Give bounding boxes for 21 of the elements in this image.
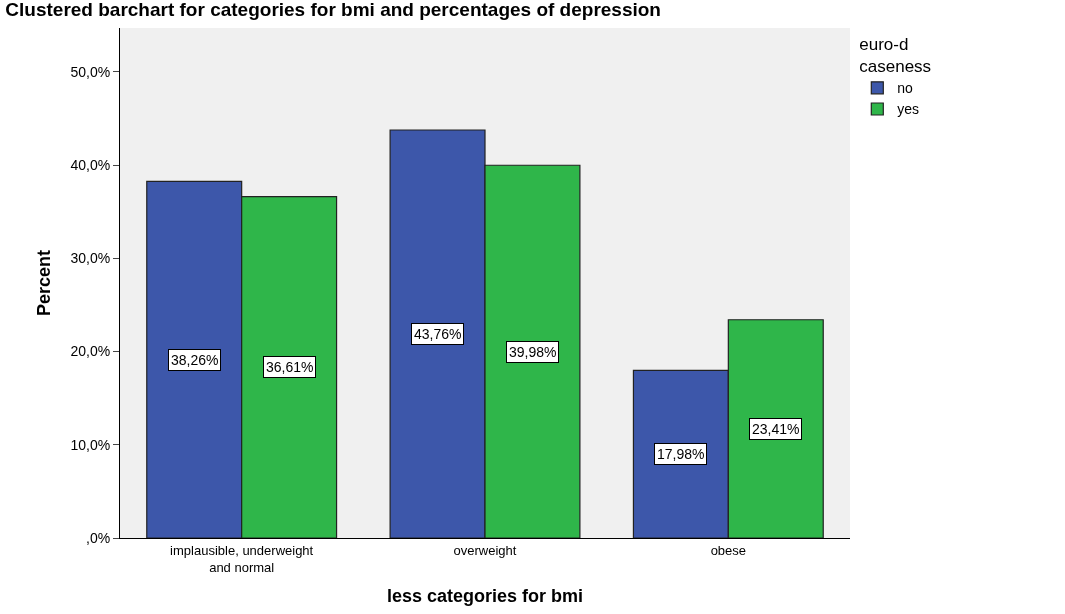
x-tick-label: implausible, underweight and normal — [170, 542, 314, 575]
x-tick-label: obese — [710, 542, 747, 558]
y-tick-label: 30,0% — [70, 250, 111, 267]
y-tick-label: 20,0% — [70, 343, 111, 360]
y-tick-label: ,0% — [86, 529, 111, 546]
y-tick-label: 10,0% — [70, 436, 111, 453]
y-tick-label: 50,0% — [70, 63, 111, 80]
legend-title: euro-d caseness — [859, 35, 932, 77]
x-axis-title: less categories for bmi — [386, 585, 584, 606]
chart-title: Clustered barchart for categories for bmi and percentages of depression — [5, 0, 661, 21]
data-label: 43,76% — [414, 326, 462, 342]
y-tick-label: 40,0% — [70, 156, 111, 173]
legend-label: yes — [897, 101, 920, 118]
data-label: 23,41% — [752, 421, 800, 437]
data-label: 36,61% — [266, 359, 314, 375]
data-label: 17,98% — [657, 446, 705, 462]
x-tick-label: overweight — [453, 542, 517, 558]
legend-label: no — [897, 80, 914, 97]
y-axis-title: Percent — [33, 249, 54, 317]
data-label: 38,26% — [171, 352, 219, 368]
data-label: 39,98% — [509, 344, 557, 360]
